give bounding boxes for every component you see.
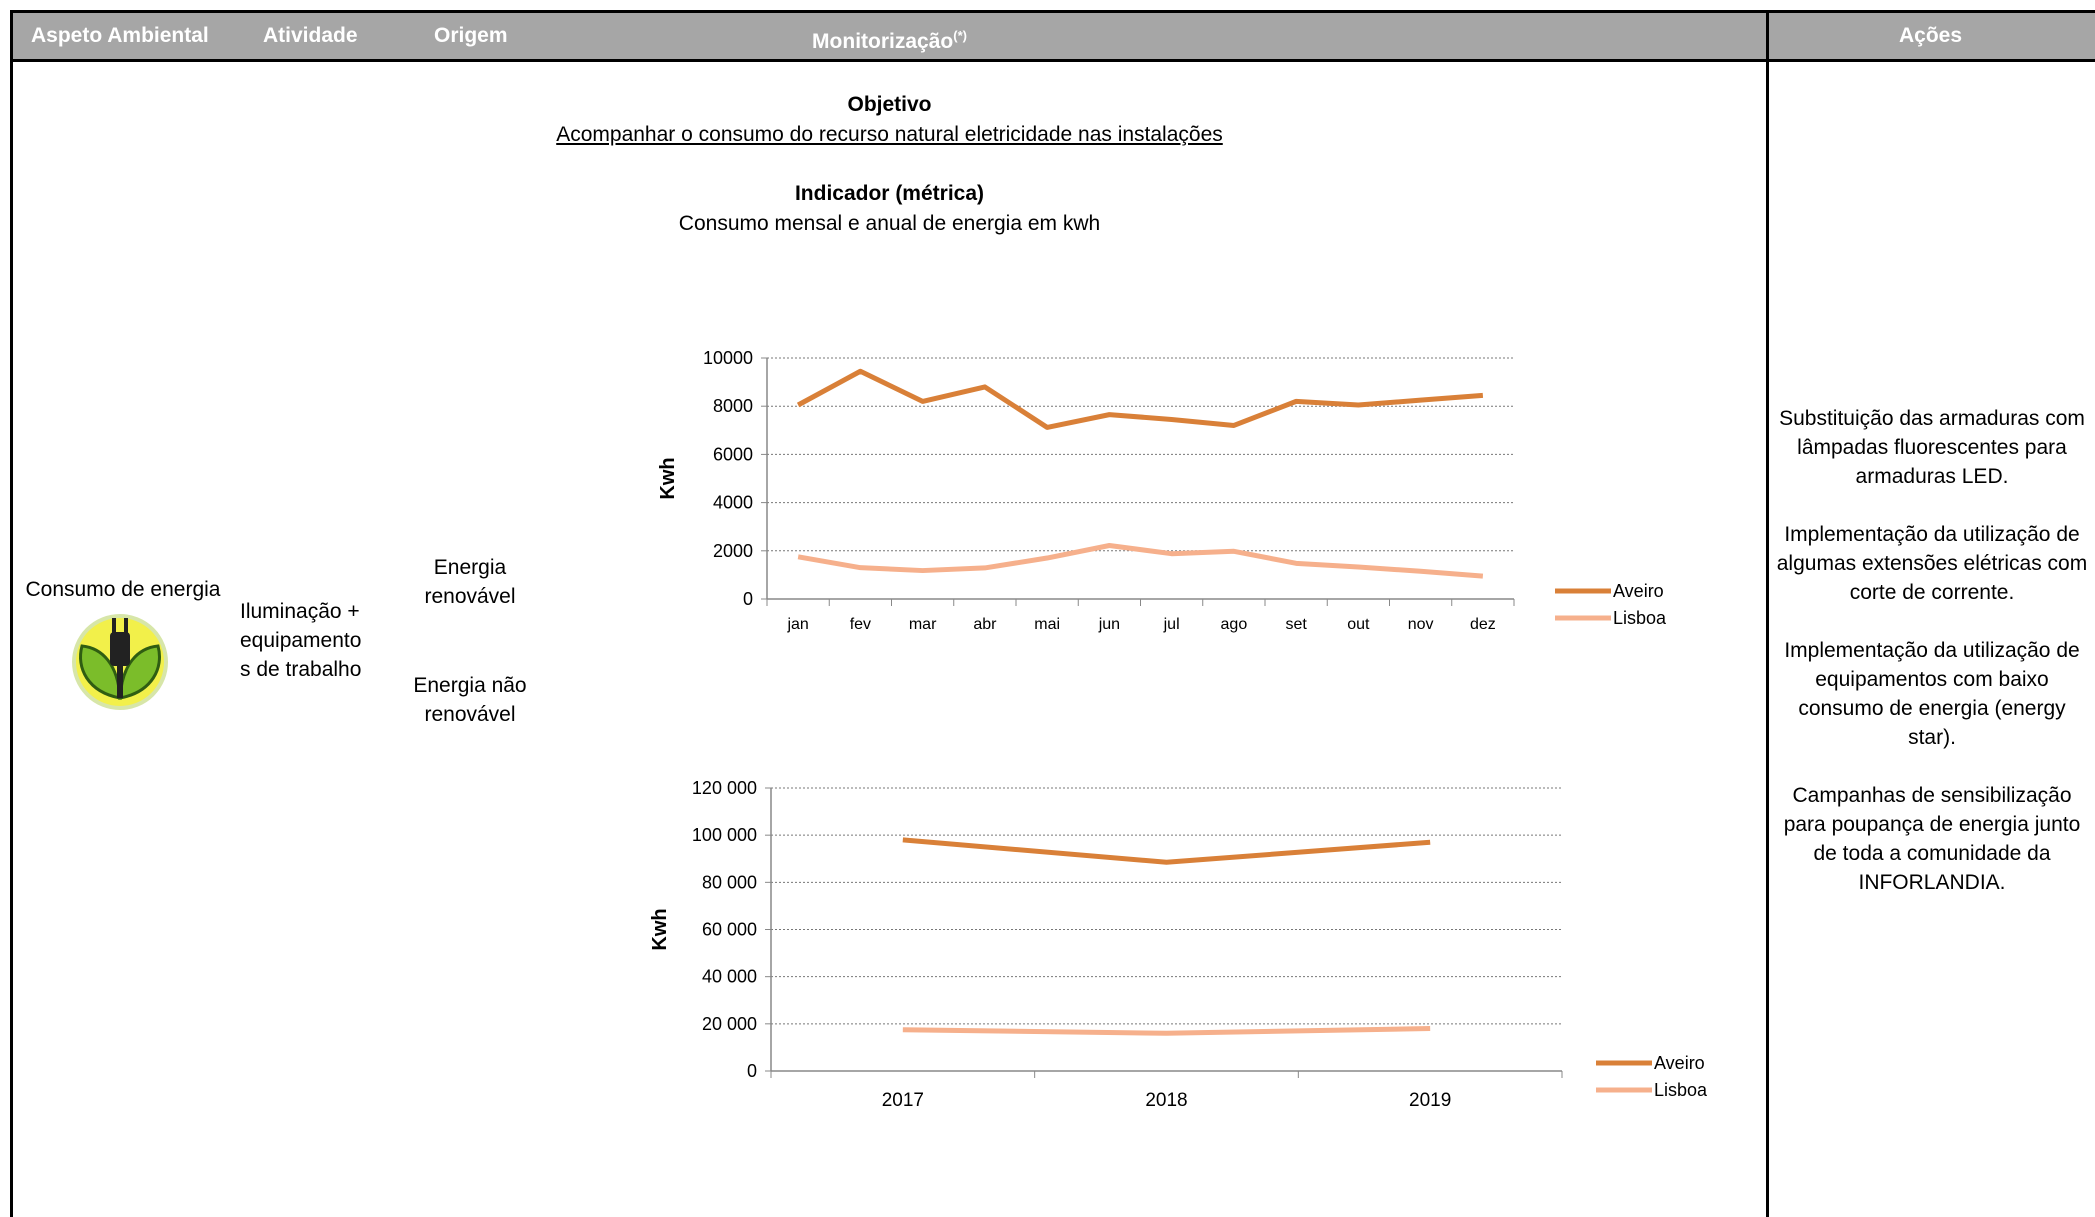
- table-header: Aspeto Ambiental Atividade Origem Monito…: [13, 13, 2095, 62]
- header-activity: Atividade: [263, 24, 358, 47]
- x-tick-label: ago: [1221, 616, 1248, 633]
- monthly-consumption-chart: 0 2000 4000 6000 8000 10000 jan fev mar abr mai jun…: [657, 348, 1667, 633]
- x-tick-label: 2018: [1145, 1090, 1187, 1111]
- action-line: star).: [1908, 726, 1956, 749]
- action-line: Implementação da utilização de: [1784, 639, 2080, 662]
- y-axis-label: Kwh: [649, 908, 671, 950]
- legend-label: Aveiro: [1613, 581, 1664, 601]
- action-item: Substituição das armaduras com lâmpadas …: [1769, 404, 2095, 491]
- origin-line: renovável: [424, 585, 516, 608]
- y-tick-label: 10000: [703, 348, 753, 368]
- x-tick-label: jan: [786, 616, 808, 633]
- action-item: Implementação da utilização de algumas e…: [1769, 520, 2095, 607]
- activity-cell: Iluminação + equipamento s de trabalho: [240, 597, 380, 684]
- y-tick-label: 0: [743, 589, 753, 609]
- x-tick-label: abr: [973, 616, 997, 633]
- energy-plug-leaves-icon: [68, 610, 173, 710]
- indicator-text: Consumo mensal e anual de energia em kwh: [678, 212, 1101, 235]
- header-monitoring-footnote: (*): [953, 28, 967, 43]
- action-line: armaduras LED.: [1855, 465, 2009, 488]
- action-line: corte de corrente.: [1849, 581, 2015, 604]
- header-monitoring-label: Monitorização: [812, 30, 954, 53]
- action-line: equipamentos com baixo: [1815, 668, 2049, 691]
- y-axis-label: Kwh: [657, 457, 679, 499]
- x-tick-label: 2017: [882, 1090, 924, 1111]
- x-tick-label: dez: [1470, 616, 1496, 633]
- header-monitoring: Monitorização(*): [13, 13, 1766, 59]
- y-tick-label: 60 000: [702, 920, 757, 940]
- series-line-lisboa: [797, 542, 1484, 579]
- action-item: Campanhas de sensibilização para poupanç…: [1769, 781, 2095, 897]
- action-line: consumo de energia (energy: [1798, 697, 2066, 720]
- x-tick-label: jul: [1163, 616, 1180, 633]
- action-line: Implementação da utilização de: [1784, 523, 2080, 546]
- x-tick-label: mai: [1034, 616, 1060, 633]
- series-line-lisboa: [902, 1026, 1431, 1036]
- series-line-aveiro: [902, 837, 1431, 865]
- x-tick-label: nov: [1408, 616, 1434, 633]
- x-tick-label: fev: [850, 616, 871, 633]
- origin-renewable: Energia renovável: [400, 553, 540, 611]
- x-tick-label: out: [1347, 616, 1370, 633]
- indicator-title: Indicador (métrica): [794, 182, 985, 205]
- y-tick-label: 8000: [713, 396, 753, 416]
- header-actions: Ações: [1898, 24, 1963, 47]
- x-tick-label: jun: [1098, 616, 1120, 633]
- action-line: lâmpadas fluorescentes para: [1797, 436, 2067, 459]
- x-tick-label: 2019: [1409, 1090, 1451, 1111]
- column-divider: [1766, 13, 1769, 1217]
- y-tick-label: 100 000: [692, 825, 757, 845]
- y-tick-label: 40 000: [702, 967, 757, 987]
- origin-nonrenewable: Energia não renovável: [400, 671, 540, 729]
- action-line: INFORLANDIA.: [1858, 871, 2006, 894]
- objective-text: Acompanhar o consumo do recurso natural …: [556, 123, 1223, 146]
- header-aspect: Aspeto Ambiental: [31, 24, 209, 47]
- origin-line: renovável: [424, 703, 516, 726]
- legend-label: Lisboa: [1654, 1080, 1708, 1100]
- origin-line: Energia não: [413, 674, 527, 697]
- objective-title: Objetivo: [847, 93, 932, 116]
- activity-line: s de trabalho: [240, 658, 362, 681]
- y-tick-label: 120 000: [692, 778, 757, 798]
- table-frame: [10, 10, 2095, 1217]
- series-line-aveiro: [796, 368, 1484, 430]
- action-line: Campanhas de sensibilização: [1792, 784, 2072, 807]
- action-line: de toda a comunidade da: [1813, 842, 2051, 865]
- action-line: algumas extensões elétricas com: [1776, 552, 2088, 575]
- action-line: Substituição das armaduras com: [1779, 407, 2085, 430]
- y-tick-label: 80 000: [702, 872, 757, 892]
- action-item: Implementação da utilização de equipamen…: [1769, 636, 2095, 752]
- x-tick-label: mar: [909, 616, 937, 633]
- annual-consumption-chart: 0 20 000 40 000 60 000 80 000 100 000 120 000 2…: [649, 778, 1708, 1111]
- legend-label: Aveiro: [1654, 1053, 1705, 1073]
- actions-cell: Substituição das armaduras com lâmpadas …: [1769, 404, 2095, 897]
- header-origin: Origem: [434, 24, 508, 47]
- legend-label: Lisboa: [1613, 608, 1667, 628]
- x-tick-label: set: [1285, 616, 1307, 633]
- y-tick-label: 2000: [713, 541, 753, 561]
- y-tick-label: 6000: [713, 444, 753, 464]
- y-tick-label: 20 000: [702, 1014, 757, 1034]
- y-tick-label: 4000: [713, 493, 753, 513]
- activity-line: Iluminação +: [240, 600, 360, 623]
- activity-line: equipamento: [240, 629, 362, 652]
- y-tick-label: 0: [747, 1061, 757, 1081]
- action-line: para poupança de energia junto: [1783, 813, 2081, 836]
- aspect-label: Consumo de energia: [25, 578, 221, 601]
- origin-line: Energia: [433, 556, 507, 579]
